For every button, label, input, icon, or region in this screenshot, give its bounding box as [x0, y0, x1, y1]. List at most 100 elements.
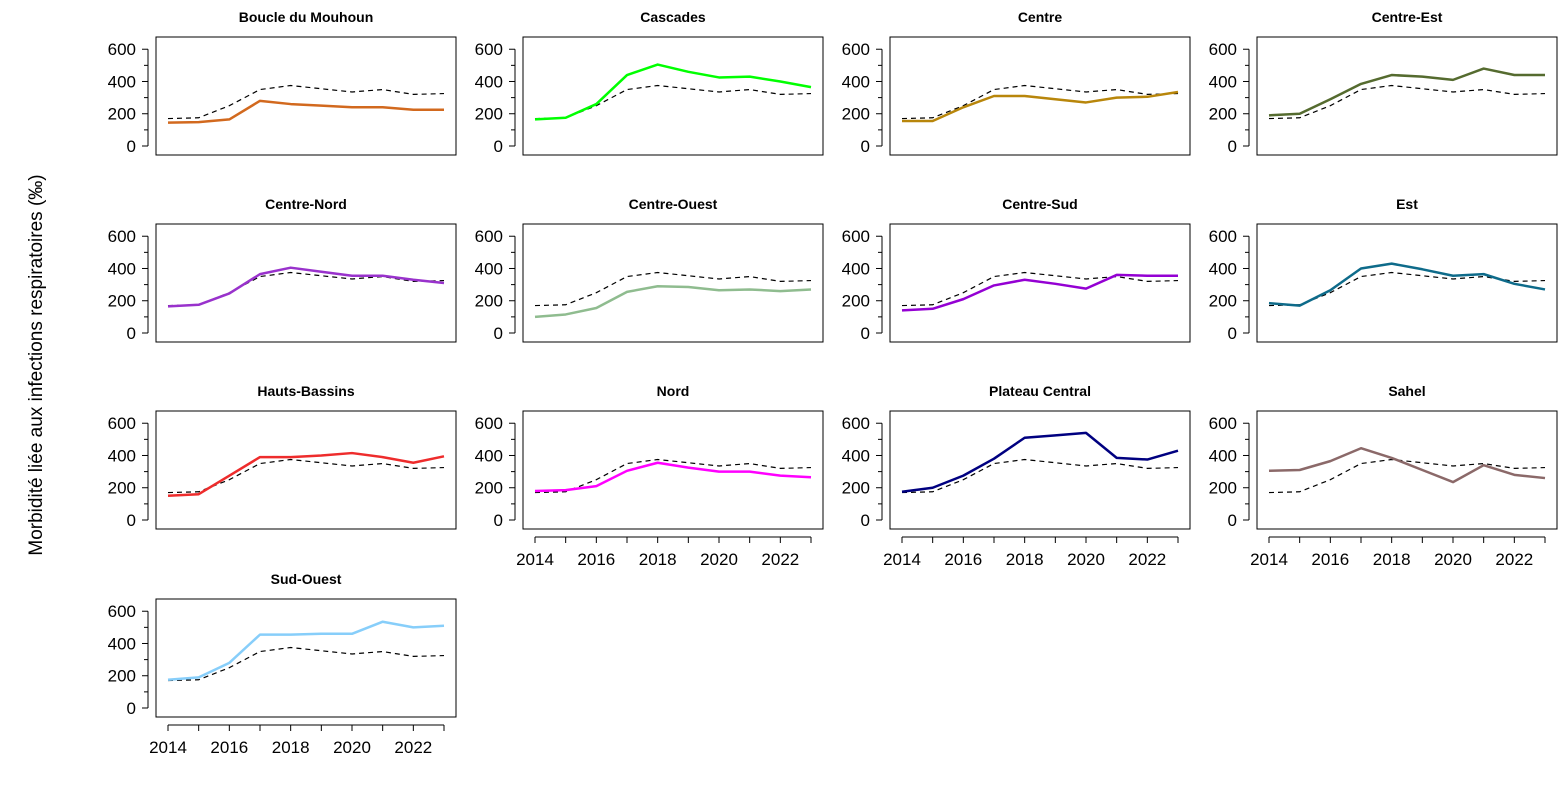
panels-group: Boucle du Mouhoun 0 200 400 600 Cascades 0 200 4… [108, 9, 1558, 757]
y-tick-label: 400 [475, 446, 503, 465]
panel-nord: Nord 0 200 400 600 2014 2016 2018 2020 2022 [475, 383, 824, 569]
series-line-centre [902, 90, 1179, 123]
panel-title: Centre [1018, 9, 1063, 25]
x-tick-label: 2018 [1373, 550, 1411, 569]
panel-est: Est 0 200 400 600 [1209, 196, 1558, 343]
y-tick-label: 600 [475, 40, 503, 59]
series-line-cascades [534, 63, 812, 121]
y-tick-label: 0 [1228, 137, 1237, 156]
series-line-plateau-central [901, 431, 1179, 494]
y-tick-label: 200 [842, 105, 870, 124]
series-line-sahel [1268, 446, 1546, 484]
panel-centre-ouest: Centre-Ouest 0 200 400 600 [475, 196, 824, 343]
y-tick-label: 400 [108, 446, 136, 465]
x-tick-label: 2016 [944, 550, 982, 569]
panel-title: Centre-Est [1372, 9, 1443, 25]
panel-centre-sud: Centre-Sud 0 200 400 600 [842, 196, 1191, 343]
y-tick-label: 600 [475, 227, 503, 246]
y-tick-label: 600 [842, 227, 870, 246]
panel-title: Est [1396, 196, 1418, 212]
y-tick-label: 0 [127, 699, 136, 718]
panel-centre: Centre 0 200 400 600 [842, 9, 1191, 156]
panel-hauts-bassins: Hauts-Bassins 0 200 400 600 [108, 383, 457, 530]
reference-line [901, 458, 1179, 494]
y-tick-label: 600 [475, 414, 503, 433]
panel-centre-nord: Centre-Nord 0 200 400 600 [108, 196, 457, 343]
plot-frame [889, 36, 1191, 156]
y-tick-label: 200 [842, 292, 870, 311]
panel-title: Nord [657, 383, 690, 399]
y-tick-label: 0 [1228, 511, 1237, 530]
panel-title: Boucle du Mouhoun [239, 9, 374, 25]
panel-title: Centre-Nord [265, 196, 347, 212]
plot-frame [522, 36, 824, 156]
y-tick-label: 200 [108, 105, 136, 124]
y-tick-label: 400 [108, 72, 136, 91]
series-line-centre-ouest [534, 284, 812, 319]
y-tick-label: 400 [842, 72, 870, 91]
x-tick-label: 2022 [1128, 550, 1166, 569]
panel-plateau-central: Plateau Central 0 200 400 600 2014 2016 2018 202… [842, 383, 1191, 569]
y-tick-label: 0 [494, 511, 503, 530]
y-tick-label: 600 [108, 602, 136, 621]
panel-title: Centre-Sud [1002, 196, 1077, 212]
y-axis-label: Morbidité liée aux infections respiratoi… [26, 174, 47, 555]
y-tick-label: 400 [1209, 259, 1237, 278]
x-tick-label: 2016 [577, 550, 615, 569]
panel-title: Sahel [1388, 383, 1425, 399]
panel-title: Plateau Central [989, 383, 1091, 399]
series-line-nord [534, 461, 812, 493]
y-tick-label: 600 [108, 414, 136, 433]
y-tick-label: 600 [1209, 414, 1237, 433]
plot-frame [889, 410, 1191, 530]
y-tick-label: 600 [108, 40, 136, 59]
plot-frame [522, 410, 824, 530]
series-line-hauts-bassins [167, 451, 445, 498]
panel-sahel: Sahel 0 200 400 600 2014 2016 2018 2020 2022 [1209, 383, 1558, 569]
y-tick-label: 200 [475, 292, 503, 311]
y-tick-label: 200 [1209, 292, 1237, 311]
y-tick-label: 0 [861, 511, 870, 530]
series-line-centre-sud [901, 273, 1178, 312]
plot-frame [155, 223, 457, 343]
y-tick-label: 400 [475, 72, 503, 91]
y-tick-label: 200 [1209, 105, 1237, 124]
y-tick-label: 400 [842, 446, 870, 465]
plot-frame [155, 598, 457, 718]
panel-centre-est: Centre-Est 0 200 400 600 [1209, 9, 1558, 156]
y-tick-label: 400 [108, 634, 136, 653]
x-tick-label: 2022 [761, 550, 799, 569]
y-tick-label: 600 [108, 227, 136, 246]
x-tick-label: 2014 [883, 550, 921, 569]
y-tick-label: 0 [494, 324, 503, 343]
y-tick-label: 600 [1209, 227, 1237, 246]
y-tick-label: 200 [108, 479, 136, 498]
x-tick-label: 2022 [394, 738, 432, 757]
panel-sud-ouest: Sud-Ouest 0 200 400 600 2014 2016 2018 2020 2022 [108, 571, 457, 757]
y-tick-label: 400 [475, 259, 503, 278]
y-tick-label: 0 [1228, 324, 1237, 343]
y-tick-label: 200 [108, 667, 136, 686]
x-tick-label: 2014 [149, 738, 187, 757]
y-tick-label: 400 [842, 259, 870, 278]
x-tick-label: 2020 [1067, 550, 1105, 569]
x-tick-label: 2018 [272, 738, 310, 757]
panel-title: Sud-Ouest [271, 571, 342, 587]
plot-frame [522, 223, 824, 343]
reference-line [534, 458, 812, 494]
x-tick-label: 2016 [1311, 550, 1349, 569]
reference-line [901, 84, 1179, 120]
plot-frame [1256, 410, 1558, 530]
panel-title: Cascades [640, 9, 706, 25]
plot-frame [889, 223, 1191, 343]
panel-title: Hauts-Bassins [257, 383, 354, 399]
x-tick-label: 2016 [210, 738, 248, 757]
x-tick-label: 2020 [700, 550, 738, 569]
reference-line [901, 271, 1179, 307]
panel-boucle-du-mouhoun: Boucle du Mouhoun 0 200 400 600 [108, 9, 457, 156]
y-tick-label: 0 [494, 137, 503, 156]
y-tick-label: 600 [842, 414, 870, 433]
reference-line [534, 271, 812, 307]
